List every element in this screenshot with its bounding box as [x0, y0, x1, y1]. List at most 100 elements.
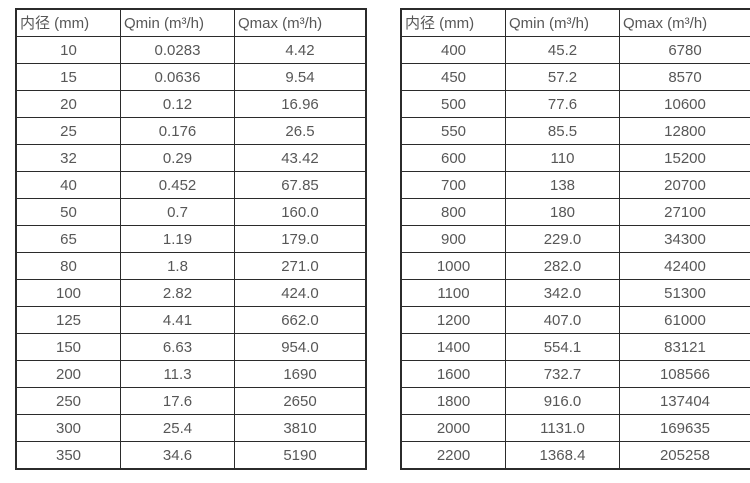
column-header: 内径 (mm)	[15, 8, 121, 37]
table-cell: 1.19	[120, 225, 235, 253]
column-header: Qmax (m³/h)	[234, 8, 367, 37]
table-row: 2200 1368.4 205258	[400, 441, 750, 470]
table-row: 500 77.6 10600	[400, 90, 750, 118]
table-cell: 800	[400, 198, 506, 226]
table-row: 1800 916.0 137404	[400, 387, 750, 415]
table-cell: 2000	[400, 414, 506, 442]
table-cell: 0.452	[120, 171, 235, 199]
table-row: 550 85.5 12800	[400, 117, 750, 145]
table-cell: 271.0	[234, 252, 367, 280]
table-cell: 1400	[400, 333, 506, 361]
table-cell: 916.0	[505, 387, 620, 415]
table-row: 25 0.176 26.5	[15, 117, 367, 145]
table-cell: 15200	[619, 144, 750, 172]
table-cell: 1600	[400, 360, 506, 388]
table-row: 600 110 15200	[400, 144, 750, 172]
table-cell: 0.0636	[120, 63, 235, 91]
table-cell: 27100	[619, 198, 750, 226]
table-cell: 1100	[400, 279, 506, 307]
table-cell: 407.0	[505, 306, 620, 334]
table-row: 40 0.452 67.85	[15, 171, 367, 199]
table-cell: 300	[15, 414, 121, 442]
table-cell: 6.63	[120, 333, 235, 361]
table-cell: 2200	[400, 441, 506, 470]
table-cell: 25	[15, 117, 121, 145]
table-cell: 900	[400, 225, 506, 253]
column-header: Qmin (m³/h)	[505, 8, 620, 37]
table-cell: 0.7	[120, 198, 235, 226]
table-cell: 15	[15, 63, 121, 91]
table-row: 350 34.6 5190	[15, 441, 367, 470]
table-row: 10 0.0283 4.42	[15, 36, 367, 64]
table-cell: 110	[505, 144, 620, 172]
table-cell: 137404	[619, 387, 750, 415]
table-cell: 67.85	[234, 171, 367, 199]
table-cell: 4.41	[120, 306, 235, 334]
table-row: 400 45.2 6780	[400, 36, 750, 64]
table-cell: 125	[15, 306, 121, 334]
table-cell: 500	[400, 90, 506, 118]
table-cell: 17.6	[120, 387, 235, 415]
table-cell: 0.29	[120, 144, 235, 172]
table-cell: 2.82	[120, 279, 235, 307]
table-cell: 1800	[400, 387, 506, 415]
table-cell: 9.54	[234, 63, 367, 91]
table-cell: 34300	[619, 225, 750, 253]
table-row: 900 229.0 34300	[400, 225, 750, 253]
table-cell: 200	[15, 360, 121, 388]
table-cell: 83121	[619, 333, 750, 361]
table-cell: 250	[15, 387, 121, 415]
table-cell: 4.42	[234, 36, 367, 64]
table-cell: 11.3	[120, 360, 235, 388]
table-cell: 42400	[619, 252, 750, 280]
table-cell: 43.42	[234, 144, 367, 172]
table-row: 100 2.82 424.0	[15, 279, 367, 307]
header-row: 内径 (mm) Qmin (m³/h) Qmax (m³/h)	[15, 8, 367, 37]
table-cell: 20	[15, 90, 121, 118]
table-row: 1400 554.1 83121	[400, 333, 750, 361]
table-cell: 5190	[234, 441, 367, 470]
flow-table-small-diameters: 内径 (mm) Qmin (m³/h) Qmax (m³/h) 10 0.0283 4.4…	[15, 8, 367, 470]
table-cell: 32	[15, 144, 121, 172]
table-cell: 342.0	[505, 279, 620, 307]
table-cell: 229.0	[505, 225, 620, 253]
column-header: Qmin (m³/h)	[120, 8, 235, 37]
table-cell: 80	[15, 252, 121, 280]
table-row: 150 6.63 954.0	[15, 333, 367, 361]
table-cell: 179.0	[234, 225, 367, 253]
flow-spec-page: 内径 (mm) Qmin (m³/h) Qmax (m³/h) 10 0.0283 4.4…	[15, 8, 750, 470]
table-cell: 169635	[619, 414, 750, 442]
table-cell: 12800	[619, 117, 750, 145]
table-cell: 50	[15, 198, 121, 226]
table-cell: 40	[15, 171, 121, 199]
header-row: 内径 (mm) Qmin (m³/h) Qmax (m³/h)	[400, 8, 750, 37]
table-cell: 282.0	[505, 252, 620, 280]
table-cell: 20700	[619, 171, 750, 199]
table-row: 80 1.8 271.0	[15, 252, 367, 280]
table-cell: 1200	[400, 306, 506, 334]
table-cell: 554.1	[505, 333, 620, 361]
table-cell: 10600	[619, 90, 750, 118]
table-row: 300 25.4 3810	[15, 414, 367, 442]
table-cell: 600	[400, 144, 506, 172]
table-cell: 954.0	[234, 333, 367, 361]
table-row: 700 138 20700	[400, 171, 750, 199]
table-row: 20 0.12 16.96	[15, 90, 367, 118]
table-cell: 6780	[619, 36, 750, 64]
table-row: 450 57.2 8570	[400, 63, 750, 91]
table-row: 32 0.29 43.42	[15, 144, 367, 172]
table-cell: 150	[15, 333, 121, 361]
table-cell: 205258	[619, 441, 750, 470]
column-header: 内径 (mm)	[400, 8, 506, 37]
table-cell: 77.6	[505, 90, 620, 118]
table-cell: 25.4	[120, 414, 235, 442]
table-cell: 1368.4	[505, 441, 620, 470]
table-cell: 662.0	[234, 306, 367, 334]
table-cell: 0.0283	[120, 36, 235, 64]
table-cell: 85.5	[505, 117, 620, 145]
table-row: 125 4.41 662.0	[15, 306, 367, 334]
table-cell: 424.0	[234, 279, 367, 307]
flow-table-large-diameters: 内径 (mm) Qmin (m³/h) Qmax (m³/h) 400 45.2 6780…	[400, 8, 750, 470]
table-cell: 51300	[619, 279, 750, 307]
table-row: 800 180 27100	[400, 198, 750, 226]
